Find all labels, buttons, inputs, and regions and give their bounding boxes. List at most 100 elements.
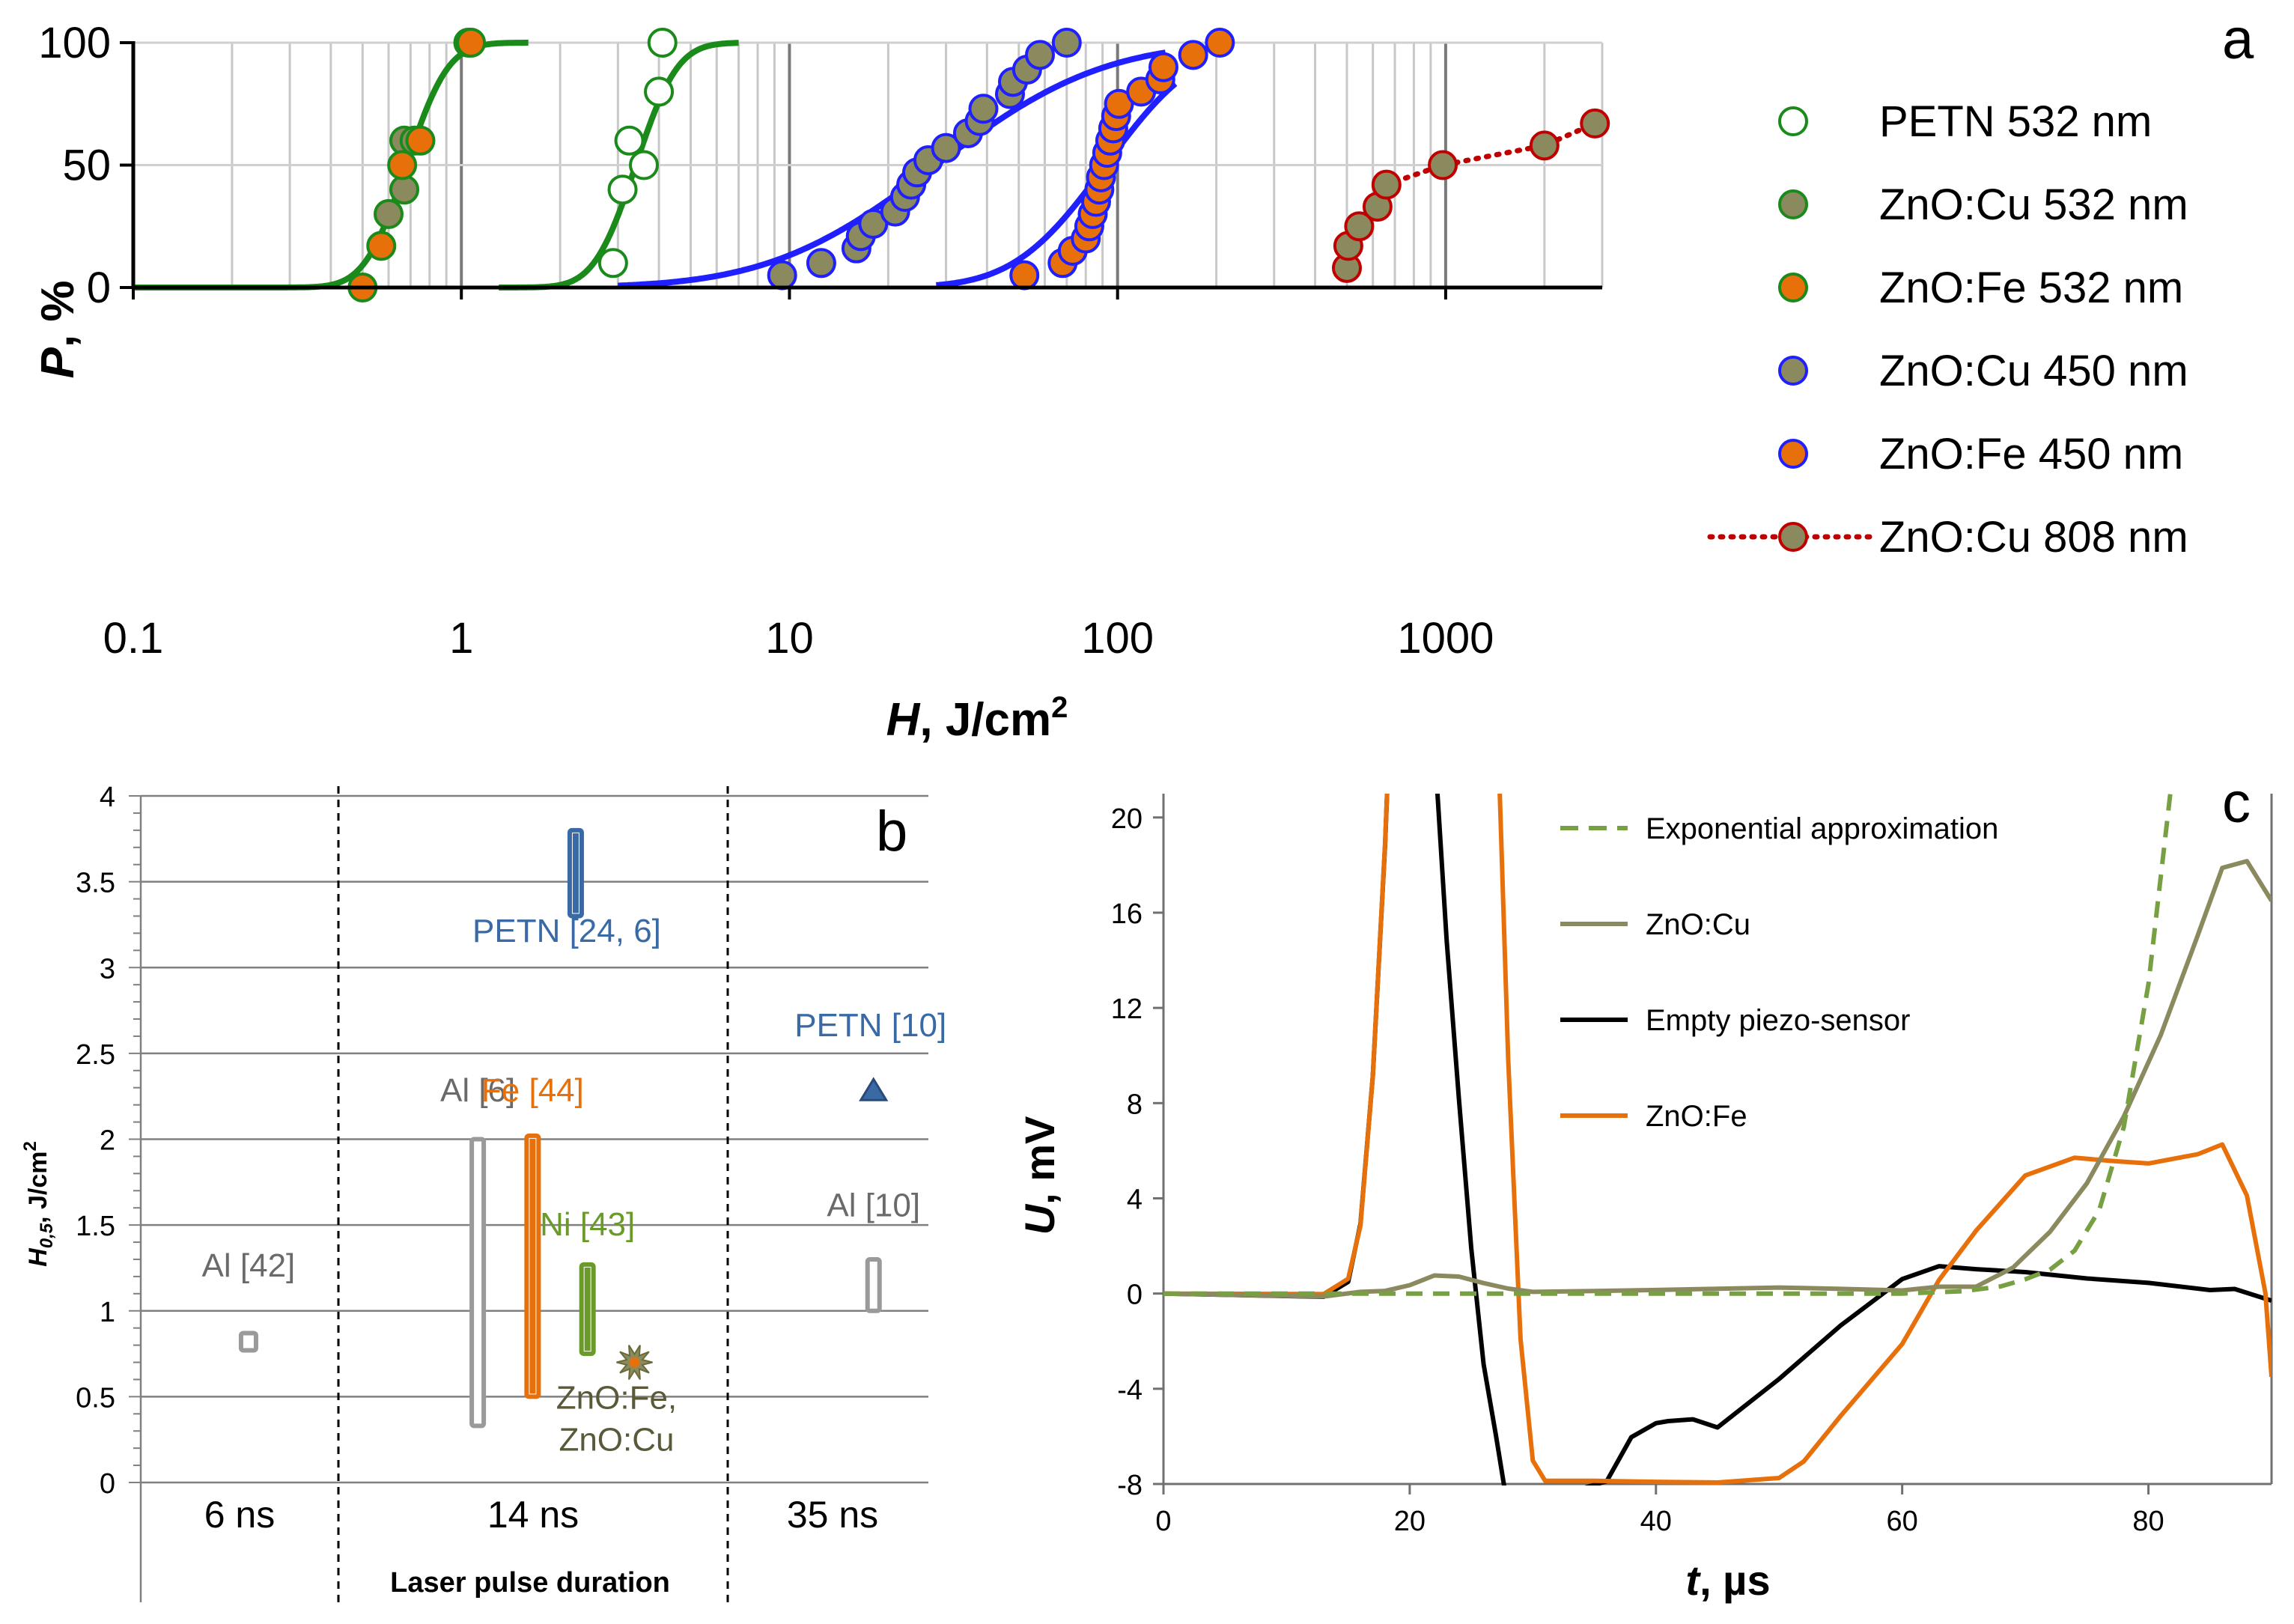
panel-a-data-point bbox=[629, 150, 660, 180]
panel-b-category-label: 35 ns bbox=[787, 1494, 878, 1536]
panel-a-y-axis-title: P, % bbox=[32, 281, 84, 379]
panel-b-range-label: PETN [24, 6] bbox=[472, 913, 661, 949]
panel-b-y-tick-label: 3.5 bbox=[76, 868, 115, 899]
panel-b-y-tick-label: 0 bbox=[100, 1468, 115, 1500]
panel-a-x-tick-label: 1000 bbox=[1397, 614, 1494, 663]
panel-a-data-point bbox=[597, 248, 628, 279]
panel-a-data-point bbox=[387, 150, 418, 180]
panel-a-legend-label: ZnO:Cu 808 nm bbox=[1879, 513, 2188, 562]
panel-a-legend-marker bbox=[1778, 522, 1808, 552]
panel-a-data-point bbox=[1051, 28, 1082, 58]
panel-a-axes: 0 50 100 0.1 1 10 100 1000 bbox=[38, 19, 1602, 663]
panel-c-y-tick-label: 16 bbox=[1111, 898, 1143, 930]
panel-a-x-axis-title: H, J/cm2 bbox=[886, 691, 1068, 746]
panel-b-range-label: Al [6] bbox=[440, 1072, 515, 1109]
panel-c-x-axis-title-var: t bbox=[1685, 1557, 1701, 1604]
panel-a-legend-label: PETN 532 nm bbox=[1879, 97, 2152, 146]
panel-b-range-bar bbox=[865, 1256, 882, 1313]
panel-c-x-tick-label: 40 bbox=[1640, 1506, 1672, 1537]
panel-a-data-point bbox=[1009, 260, 1040, 291]
panel-c-legend: Exponential approximation ZnO:Cu Empty pie… bbox=[1560, 812, 1998, 1133]
panel-b-marks bbox=[238, 827, 889, 1429]
panel-c-y-tick-label: 12 bbox=[1111, 994, 1143, 1025]
panel-b-x-axis-title: Laser pulse duration bbox=[390, 1567, 670, 1599]
panel-c-y-axis-title-unit: , mV bbox=[1016, 1116, 1063, 1205]
panel-c-y-axis-title: U, mV bbox=[1016, 1116, 1063, 1235]
panel-b-y-axis-title-sup: 2 bbox=[20, 1141, 40, 1151]
panel-a-data-point bbox=[1148, 52, 1178, 82]
panel-c-series-line bbox=[1163, 794, 2272, 1485]
panel-b-y-tick-label: 1.5 bbox=[76, 1211, 115, 1242]
panel-c-x-axis-title-unit: , µs bbox=[1700, 1557, 1771, 1604]
panel-b-label: b bbox=[876, 800, 907, 863]
panel-a-fit-curve bbox=[936, 81, 1178, 288]
panel-a-data-point bbox=[644, 76, 675, 107]
panel-b-category-label: 14 ns bbox=[487, 1494, 579, 1536]
panel-b-category-label: 6 ns bbox=[204, 1494, 276, 1536]
panel-a-legend-marker bbox=[1778, 439, 1808, 469]
panel-b-y-axis-title-sub: 0,5 bbox=[37, 1223, 57, 1248]
panel-a-data-point bbox=[1580, 108, 1610, 139]
panel-a-y-axis-title-var: P bbox=[32, 347, 84, 378]
panel-c-y-tick-label: 0 bbox=[1127, 1280, 1143, 1311]
panel-a-legend-marker bbox=[1778, 273, 1808, 302]
panel-c-y-tick-label: 4 bbox=[1127, 1184, 1143, 1215]
panel-a-legend-marker bbox=[1778, 189, 1808, 219]
panel-c-y-tick-label: 20 bbox=[1111, 803, 1143, 835]
panel-b-range-label: Ni [43] bbox=[540, 1206, 635, 1243]
panel-c-legend-label: ZnO:Cu bbox=[1646, 908, 1750, 941]
panel-b-range-bar bbox=[238, 1330, 258, 1353]
panel-a-data-point bbox=[1104, 88, 1134, 119]
panel-b-range-bar-fill bbox=[584, 1267, 591, 1351]
panel-b-range-label: Al [10] bbox=[827, 1187, 920, 1224]
panel-b-y-tick-label: 2.5 bbox=[76, 1039, 115, 1071]
panel-a-legend-label: ZnO:Fe 532 nm bbox=[1879, 264, 2183, 312]
panel-b-range-bar-fill bbox=[529, 1138, 536, 1394]
panel-a-legend-marker bbox=[1778, 106, 1808, 136]
panel-c-series-line bbox=[1163, 794, 2272, 1485]
panel-a-data-point bbox=[366, 231, 397, 261]
panel-b-y-tick-label: 0.5 bbox=[76, 1382, 115, 1414]
panel-b-y-axis-title-unit: , J/cm bbox=[24, 1152, 52, 1223]
panel-a-data-point bbox=[647, 28, 678, 58]
panel-b-range-label: Fe [44] bbox=[481, 1072, 584, 1109]
panel-b-y-tick-label: 4 bbox=[100, 782, 115, 813]
panel-a: 0 50 100 0.1 1 10 100 1000 PETN 532 nm ZnO:Cu 53… bbox=[32, 7, 2254, 746]
panel-a-data-point bbox=[405, 125, 436, 156]
panel-b-y-axis-title: H0,5, J/cm2 bbox=[20, 1141, 57, 1267]
panel-a-data-point bbox=[1428, 150, 1458, 180]
panel-a-x-tick-label: 1 bbox=[449, 614, 473, 663]
panel-a-data-point bbox=[614, 125, 645, 156]
panel-b-y-axis-title-var: H bbox=[24, 1247, 52, 1267]
panel-c-legend-label: Exponential approximation bbox=[1646, 812, 1998, 845]
panel-a-label: a bbox=[2222, 7, 2254, 71]
panel-a-y-axis-title-unit: , % bbox=[32, 281, 84, 348]
panel-c-lines bbox=[1163, 794, 2272, 1485]
panel-b-marker-label: PETN [10] bbox=[794, 1007, 946, 1044]
panel-c: -8 -4 0 4 8 12 16 20 0 20 40 60 80 Exponential appro… bbox=[1016, 771, 2273, 1604]
panel-a-y-tick-label: 50 bbox=[62, 142, 111, 190]
panel-a-x-tick-label: 10 bbox=[765, 614, 814, 663]
panel-c-axes: -8 -4 0 4 8 12 16 20 0 20 40 60 80 bbox=[1111, 794, 2273, 1537]
panel-a-data-point bbox=[1344, 211, 1375, 242]
panel-a-y-tick-label: 0 bbox=[87, 264, 111, 312]
panel-b: 00.511.522.533.546 ns 14 ns 35 ns Al [42]A… bbox=[20, 782, 946, 1602]
panel-a-x-axis-title-var: H bbox=[886, 694, 921, 746]
panel-a-data-point bbox=[607, 174, 638, 205]
panel-a-x-tick-label: 0.1 bbox=[103, 614, 164, 663]
panel-a-data-point bbox=[374, 198, 404, 229]
panel-c-x-tick-label: 80 bbox=[2132, 1506, 2164, 1537]
panel-c-legend-label: Empty piezo-sensor bbox=[1646, 1004, 1910, 1037]
panel-a-legend-label: ZnO:Cu 450 nm bbox=[1879, 347, 2188, 395]
panel-c-y-tick-label: -4 bbox=[1117, 1375, 1143, 1406]
panel-a-y-tick-label: 100 bbox=[38, 19, 111, 67]
panel-b-y-tick-label: 2 bbox=[100, 1125, 115, 1157]
panel-c-x-tick-label: 20 bbox=[1394, 1506, 1426, 1537]
panel-a-data-point bbox=[1025, 40, 1056, 70]
panel-a-data-point bbox=[806, 248, 836, 279]
panel-a-data-point bbox=[931, 133, 961, 163]
panel-c-x-tick-label: 0 bbox=[1155, 1506, 1171, 1537]
panel-a-legend-marker bbox=[1778, 356, 1808, 386]
panel-b-marker-label-line1: ZnO:Fe, bbox=[556, 1379, 677, 1416]
